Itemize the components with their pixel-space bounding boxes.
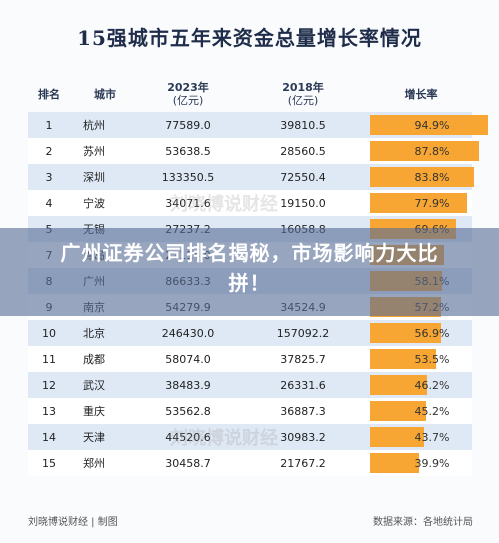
city-cell: 武汉 [83, 379, 105, 392]
growth-label: 39.9% [414, 456, 450, 470]
growth-bar [370, 453, 420, 473]
table-row: 13 重庆 53562.8 36887.3 45.2% [28, 398, 472, 424]
growth-bar [370, 375, 428, 395]
value-2023-cell: 58074.0 [165, 352, 211, 366]
rank-cell: 2 [45, 144, 53, 158]
value-2018-cell: 37825.7 [280, 352, 326, 366]
footer-source: 数据来源：各地统计局 [373, 517, 473, 528]
header-growth: 增长率 [404, 87, 438, 101]
header-city: 城市 [94, 87, 116, 101]
table-row: 15 郑州 30458.7 21767.2 39.9% [28, 450, 472, 476]
table-row: 10 北京 246430.0 157092.2 56.9% [28, 320, 472, 346]
growth-label: 43.7% [414, 430, 450, 444]
table-row: 14 天津 44520.6 30983.2 43.7% [28, 424, 472, 450]
table-row: 4 宁波 34071.6 19150.0 77.9% [28, 190, 472, 216]
value-2018-cell: 28560.5 [280, 144, 326, 158]
header-2023-label: 2023年 [167, 81, 209, 94]
watermark-2: 刘晓博说财经 [170, 428, 278, 449]
value-2023-cell: 53638.5 [165, 144, 211, 158]
table-header: 排名 城市 2023年 (亿元) 2018年 (亿元) 增长率 [28, 78, 472, 110]
rank-cell: 3 [45, 170, 53, 184]
city-cell: 北京 [83, 327, 105, 340]
rank-cell: 10 [42, 326, 56, 340]
value-2023-cell: 53562.8 [165, 404, 211, 418]
value-2023-cell: 30458.7 [165, 456, 211, 470]
table-row: 3 深圳 133350.5 72550.4 83.8% [28, 164, 474, 190]
value-2023-cell: 77589.0 [165, 118, 211, 132]
growth-bar [370, 115, 488, 135]
rank-cell: 1 [45, 118, 53, 132]
table-row: 2 苏州 53638.5 28560.5 87.8% [28, 138, 479, 164]
value-2018-cell: 72550.4 [280, 170, 326, 184]
chart-title: 15强城市五年来资金总量增长率情况 [77, 26, 422, 50]
value-2023-cell: 246430.0 [161, 326, 215, 340]
value-2018-cell: 21767.2 [280, 456, 326, 470]
rank-cell: 4 [45, 196, 53, 210]
growth-label: 56.9% [414, 326, 450, 340]
growth-label: 45.2% [414, 404, 450, 418]
rank-cell: 14 [42, 430, 56, 444]
growth-bar [370, 427, 425, 447]
growth-label: 46.2% [414, 378, 450, 392]
value-2018-cell: 36887.3 [280, 404, 326, 418]
value-2018-cell: 30983.2 [280, 430, 326, 444]
header-2023: 2023年 (亿元) [144, 78, 232, 110]
growth-bar [370, 401, 427, 421]
value-2018-cell: 19150.0 [280, 196, 326, 210]
growth-bar [370, 167, 474, 187]
watermark-1: 刘晓博说财经 [170, 194, 278, 215]
header-2018-label: 2018年 [282, 81, 324, 94]
rank-cell: 11 [42, 352, 56, 366]
city-cell: 郑州 [83, 457, 105, 470]
city-cell: 成都 [83, 353, 105, 366]
rank-cell: 13 [42, 404, 56, 418]
growth-bar [370, 349, 437, 369]
city-cell: 苏州 [83, 145, 105, 158]
value-2023-cell: 38483.9 [165, 378, 211, 392]
growth-bar [370, 323, 441, 343]
rank-cell: 15 [42, 456, 56, 470]
value-2023-cell: 133350.5 [161, 170, 215, 184]
city-cell: 深圳 [83, 171, 105, 184]
value-2018-cell: 157092.2 [276, 326, 330, 340]
growth-bar [370, 193, 467, 213]
city-cell: 宁波 [83, 197, 105, 210]
table-row: 12 武汉 38483.9 26331.6 46.2% [28, 372, 472, 398]
overlay-banner [0, 228, 499, 316]
banner-line: 广州证券公司排名揭秘，市场影响力大比拼！ [60, 241, 439, 295]
table-row: 1 杭州 77589.0 39810.5 94.9% [28, 112, 488, 138]
value-2018-cell: 39810.5 [280, 118, 326, 132]
growth-label: 77.9% [414, 196, 450, 210]
growth-label: 83.8% [414, 170, 450, 184]
growth-label: 94.9% [414, 118, 450, 132]
banner-text: 广州证券公司排名揭秘，市场影响力大比拼！ [0, 238, 499, 298]
city-cell: 重庆 [83, 405, 105, 418]
header-rank: 排名 [38, 87, 60, 101]
value-2018-cell: 26331.6 [280, 378, 326, 392]
city-cell: 天津 [83, 431, 105, 444]
growth-bar [370, 141, 479, 161]
header-2023-unit: (亿元) [172, 94, 204, 107]
table-row: 11 成都 58074.0 37825.7 53.5% [28, 346, 472, 372]
growth-label: 53.5% [414, 352, 450, 366]
rank-cell: 12 [42, 378, 56, 392]
footer-credit: 刘晓博说财经 | 制图 [28, 517, 118, 528]
growth-label: 87.8% [414, 144, 450, 158]
header-2018: 2018年 (亿元) [258, 78, 348, 110]
value-2023-cell: 44520.6 [165, 430, 211, 444]
value-2023-cell: 34071.6 [165, 196, 211, 210]
city-cell: 杭州 [83, 119, 105, 132]
header-2018-unit: (亿元) [287, 94, 319, 107]
